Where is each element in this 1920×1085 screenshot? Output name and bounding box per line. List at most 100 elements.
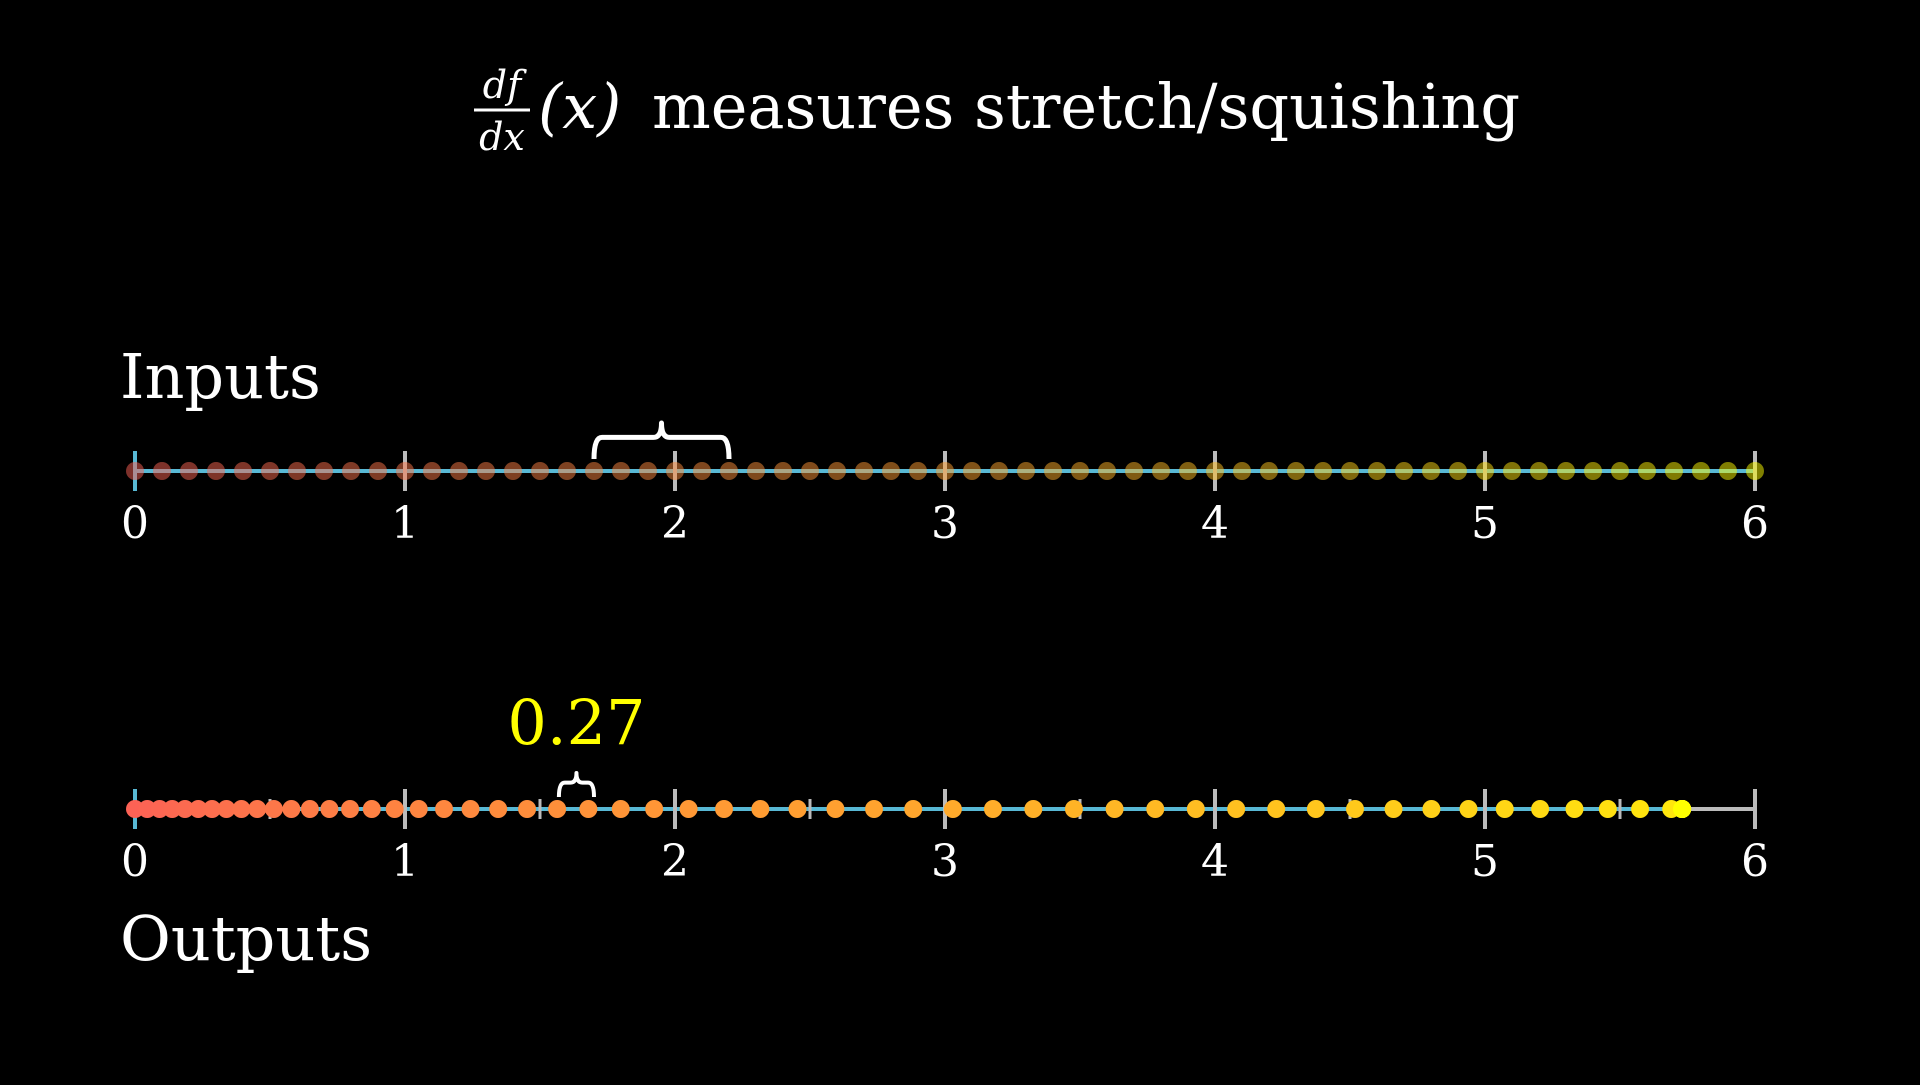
input-dot [909, 462, 927, 480]
output-dot [189, 800, 208, 818]
tick-label: 4 [1201, 836, 1229, 887]
output-dot [1384, 800, 1403, 818]
output-dot [1267, 800, 1286, 818]
output-dot [341, 800, 360, 818]
title-numerator: df [483, 63, 527, 107]
output-dot [489, 800, 508, 818]
input-dot [801, 462, 819, 480]
title-denominator: dx [479, 115, 525, 159]
output-dot [751, 800, 770, 818]
output-dot [264, 800, 283, 818]
title-text: measures stretch/squishing [652, 70, 1520, 143]
tick-label: 6 [1741, 498, 1769, 549]
input-dot [1179, 462, 1197, 480]
input-dot [936, 462, 954, 480]
outputs-brace-value: 0.27 [507, 686, 645, 759]
output-dot [176, 800, 195, 818]
input-dot [963, 462, 981, 480]
tick-label: 0 [121, 498, 149, 549]
output-dot [1459, 800, 1478, 818]
output-dot [217, 800, 236, 818]
tick-label: 0 [121, 836, 149, 887]
output-dot [904, 800, 923, 818]
input-dot [126, 462, 144, 480]
output-dot [679, 800, 698, 818]
input-dot [1395, 462, 1413, 480]
outputs-dots [126, 800, 1692, 818]
input-dot [450, 462, 468, 480]
input-dot [1152, 462, 1170, 480]
output-dot [1598, 800, 1617, 818]
tick-label: 4 [1201, 498, 1229, 549]
input-dot [1557, 462, 1575, 480]
output-dot [1146, 800, 1165, 818]
output-dot [865, 800, 884, 818]
tick-label: 5 [1471, 836, 1499, 887]
input-dot [1449, 462, 1467, 480]
output-dot [138, 800, 157, 818]
output-dot [232, 800, 251, 818]
input-dot [1125, 462, 1143, 480]
tick-label: 5 [1471, 498, 1499, 549]
input-dot [828, 462, 846, 480]
output-dot [300, 800, 319, 818]
input-dot [477, 462, 495, 480]
input-dot [1314, 462, 1332, 480]
tick-label: 2 [661, 836, 689, 887]
outputs-brace [556, 771, 596, 798]
input-dot [1233, 462, 1251, 480]
inputs-number-line: Inputs 0 1 2 3 4 5 6 [120, 340, 1769, 549]
input-dot [261, 462, 279, 480]
input-dot [1692, 462, 1710, 480]
input-dot [882, 462, 900, 480]
input-dot [693, 462, 711, 480]
input-dot [1341, 462, 1359, 480]
input-dot [234, 462, 252, 480]
output-dot [320, 800, 339, 818]
input-dot [1638, 462, 1656, 480]
input-dot [747, 462, 765, 480]
tick-label: 1 [391, 498, 419, 549]
input-dot [1044, 462, 1062, 480]
output-dot [1306, 800, 1325, 818]
output-dot [788, 800, 807, 818]
inputs-ticks: 0 1 2 3 4 5 6 [121, 451, 1769, 549]
output-dot [579, 800, 598, 818]
output-dot [983, 800, 1002, 818]
output-dot [435, 800, 454, 818]
output-dot [611, 800, 630, 818]
input-dot [1746, 462, 1764, 480]
input-dot [720, 462, 738, 480]
input-dot [1665, 462, 1683, 480]
input-dot [558, 462, 576, 480]
input-dot [990, 462, 1008, 480]
output-dot [461, 800, 480, 818]
output-dot [282, 800, 301, 818]
tick-label: 6 [1741, 836, 1769, 887]
output-dot [1565, 800, 1584, 818]
output-dot [409, 800, 428, 818]
output-dot [1345, 800, 1364, 818]
output-dot [645, 800, 664, 818]
tick-label: 2 [661, 498, 689, 549]
input-dot [585, 462, 603, 480]
output-dot [1064, 800, 1083, 818]
input-dot [153, 462, 171, 480]
input-dot [315, 462, 333, 480]
output-dot [1227, 800, 1246, 818]
input-dot [855, 462, 873, 480]
input-dot [504, 462, 522, 480]
input-dot [396, 462, 414, 480]
output-dot [248, 800, 267, 818]
input-dot [1476, 462, 1494, 480]
input-dot [612, 462, 630, 480]
input-dot [1422, 462, 1440, 480]
input-dot [180, 462, 198, 480]
output-dot [548, 800, 567, 818]
inputs-dots [126, 462, 1764, 480]
inputs-brace [591, 420, 732, 460]
output-dot [1024, 800, 1043, 818]
input-dot [1719, 462, 1737, 480]
input-dot [1287, 462, 1305, 480]
